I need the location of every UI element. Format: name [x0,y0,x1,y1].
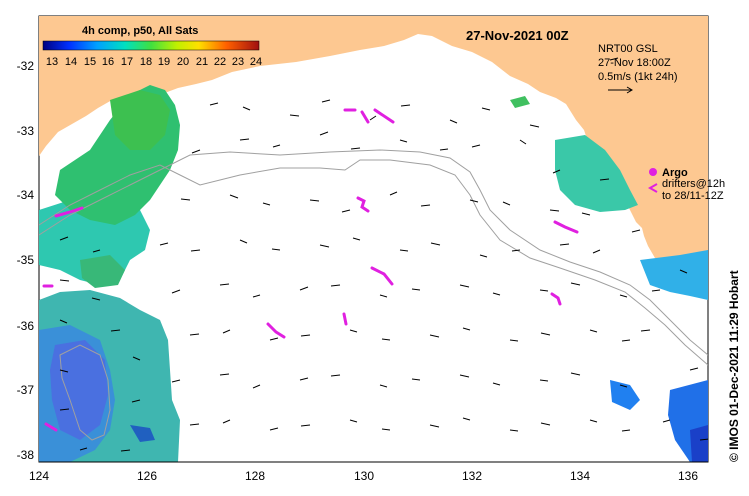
x-tick: 130 [354,469,374,483]
date-title: 27-Nov-2021 00Z [466,28,569,43]
y-tick: -37 [17,383,35,397]
legend-title: 4h comp, p50, All Sats [82,25,198,37]
colorbar-tick: 15 [84,56,96,68]
sst-patches [39,85,708,462]
colorbar-tick: 17 [121,56,133,68]
y-tick: -36 [17,319,35,333]
colorbar-tick: 19 [158,56,170,68]
argo-marker-icon [649,168,657,176]
drifter-marker-icon [647,183,658,193]
colorbar-tick: 24 [250,56,262,68]
y-tick: -38 [17,448,35,462]
credit-text: © IMOS 01-Dec-2021 11:29 Hobart [727,270,741,462]
argo-legend: Argo drifters@12h to 28/11-12Z [647,167,725,202]
argo-label: Argo [662,167,688,179]
scale-label: 0.5m/s (1kt 24h) [598,71,677,83]
x-tick: 128 [245,469,265,483]
current-vectors [59,57,708,452]
y-tick: -33 [17,124,35,138]
isobath-lines [39,149,708,441]
colorbar-tick: 21 [196,56,208,68]
y-tick: -35 [17,253,35,267]
colorbar-tick: 18 [140,56,152,68]
drifters-to: to 28/11-12Z [662,190,724,202]
colorbar-tick: 16 [102,56,114,68]
x-axis: 124 126 128 130 132 134 136 [29,461,708,483]
y-axis: -32 -33 -34 -35 -36 -37 -38 [17,59,35,462]
colorbar-tick: 23 [232,56,244,68]
x-tick: 124 [29,469,49,483]
drifters-label: drifters@12h [662,178,725,190]
gsl-time: 27-Nov 18:00Z [598,57,671,69]
colorbar-tick: 14 [65,56,77,68]
x-tick: 126 [137,469,157,483]
colorbar-tick: 22 [214,56,226,68]
scale-arrow-icon [608,86,633,94]
sst-legend: 4h comp, p50, All Sats 13 14 15 16 17 18… [42,25,262,68]
gsl-label: NRT00 GSL [598,43,658,55]
y-tick: -34 [17,188,35,202]
x-tick: 136 [678,469,698,483]
x-tick: 134 [570,469,590,483]
drifter-tracks [42,108,579,432]
y-tick: -32 [17,59,35,73]
colorbar-tick: 20 [177,56,189,68]
x-tick: 132 [462,469,482,483]
land-australia [39,16,708,262]
colorbar-tick: 13 [46,56,58,68]
colorbar [42,40,260,51]
